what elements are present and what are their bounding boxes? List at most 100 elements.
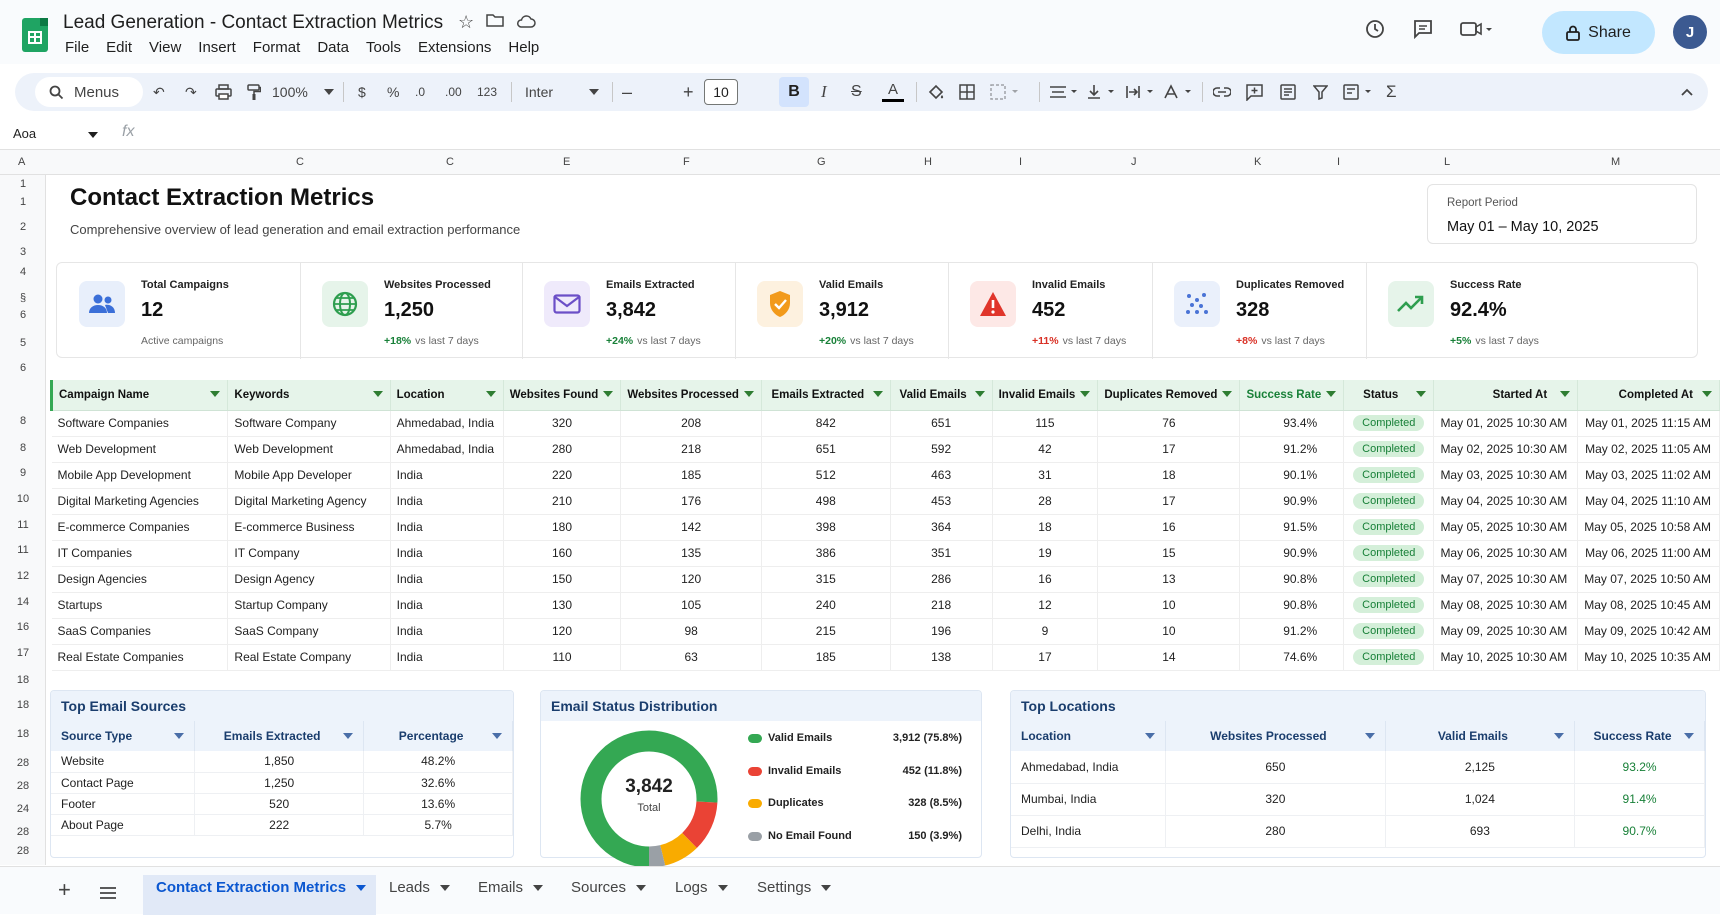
table-cell[interactable]: 48.2%	[363, 751, 513, 773]
table-cell[interactable]: SaaS Companies	[51, 618, 229, 645]
table-cell[interactable]: 220	[503, 462, 622, 489]
column-header-valid-emails[interactable]: Valid Emails	[1385, 721, 1576, 751]
table-cell[interactable]: 17	[992, 644, 1099, 671]
column-header-location[interactable]: Location	[390, 380, 504, 411]
list-item[interactable]: About Page 222 5.7%	[51, 814, 513, 836]
table-cell[interactable]: 63	[620, 644, 762, 671]
table-cell[interactable]: 90.8%	[1239, 592, 1345, 619]
table-cell[interactable]: 176	[620, 488, 762, 515]
table-cell[interactable]: 315	[761, 566, 891, 593]
table-row[interactable]: Startups Startup Company India 130 105 240 218…	[51, 592, 1720, 619]
tab-logs[interactable]: Logs	[675, 879, 728, 896]
table-cell[interactable]: 280	[503, 436, 622, 463]
table-cell[interactable]: May 10, 2025 10:30 AM	[1433, 644, 1579, 671]
table-cell[interactable]: 210	[503, 488, 622, 515]
undo-icon[interactable]: ↶	[153, 83, 165, 100]
table-cell[interactable]: 18	[1097, 462, 1241, 489]
table-cell[interactable]: 651	[761, 436, 891, 463]
table-cell[interactable]: 90.9%	[1239, 540, 1345, 567]
column-header[interactable]: I	[1337, 156, 1341, 168]
table-cell[interactable]: 218	[890, 592, 993, 619]
table-cell[interactable]: Completed	[1343, 592, 1435, 619]
share-button[interactable]: Share	[1542, 11, 1655, 54]
table-cell[interactable]: 10	[1097, 618, 1241, 645]
table-cell[interactable]: Completed	[1343, 514, 1435, 541]
column-header[interactable]: E	[563, 156, 571, 168]
table-cell[interactable]: 42	[992, 436, 1099, 463]
row-number[interactable]: 9	[19, 467, 27, 479]
column-header-websites-processed[interactable]: Websites Processed	[620, 380, 762, 411]
table-cell[interactable]: 651	[890, 410, 993, 437]
row-number[interactable]: 28	[16, 826, 30, 838]
table-row[interactable]: Digital Marketing Agencies Digital Market…	[51, 488, 1720, 515]
merge-cells-icon[interactable]	[990, 73, 1020, 111]
column-header-started-at[interactable]: Started At	[1433, 380, 1579, 411]
table-cell[interactable]: India	[390, 514, 504, 541]
row-number[interactable]: 16	[16, 621, 30, 633]
table-cell[interactable]: 160	[503, 540, 622, 567]
row-number[interactable]: 3	[19, 246, 27, 258]
table-cell[interactable]: 364	[890, 514, 993, 541]
table-cell[interactable]: Design Agency	[227, 566, 391, 593]
table-cell[interactable]: 1,850	[194, 751, 365, 773]
table-row[interactable]: Software Companies Software Company Ahmeda…	[51, 410, 1720, 437]
paint-format-icon[interactable]	[247, 73, 261, 111]
currency-format-button[interactable]: $	[358, 84, 366, 100]
vertical-align-icon[interactable]	[1086, 73, 1118, 111]
table-cell[interactable]: 592	[890, 436, 993, 463]
table-cell[interactable]: May 04, 2025 10:30 AM	[1433, 488, 1579, 515]
table-cell[interactable]: May 02, 2025 11:05 AM	[1577, 436, 1720, 463]
table-cell[interactable]: Mobile App Development	[51, 462, 229, 489]
menu-insert[interactable]: Insert	[198, 39, 236, 56]
sheets-logo-icon[interactable]	[22, 18, 48, 52]
table-cell[interactable]: India	[390, 566, 504, 593]
print-icon[interactable]	[215, 73, 232, 111]
row-number[interactable]: 8	[19, 415, 27, 427]
table-cell[interactable]: Completed	[1343, 566, 1435, 593]
table-cell[interactable]: Digital Marketing Agency	[227, 488, 391, 515]
table-cell[interactable]: Completed	[1343, 462, 1435, 489]
table-cell[interactable]: 120	[620, 566, 762, 593]
move-folder-icon[interactable]	[486, 12, 504, 33]
table-cell[interactable]: 351	[890, 540, 993, 567]
table-cell[interactable]: 280	[1165, 815, 1386, 848]
redo-icon[interactable]: ↷	[185, 83, 197, 100]
table-cell[interactable]: Ahmedabad, India	[1011, 751, 1167, 784]
row-number[interactable]: 4	[19, 266, 27, 278]
table-cell[interactable]: 28	[992, 488, 1099, 515]
tab-leads[interactable]: Leads	[389, 879, 450, 896]
table-cell[interactable]: E-commerce Business	[227, 514, 391, 541]
insert-link-icon[interactable]	[1213, 73, 1231, 111]
column-header-keywords[interactable]: Keywords	[227, 380, 391, 411]
table-cell[interactable]: 222	[194, 814, 365, 836]
table-row[interactable]: Web Development Web Development Ahmedabad,…	[51, 436, 1720, 463]
table-cell[interactable]: 16	[1097, 514, 1241, 541]
increase-font-size-button[interactable]: +	[683, 81, 694, 102]
row-number[interactable]: 17	[16, 647, 30, 659]
insert-chart-icon[interactable]	[1280, 73, 1296, 111]
menu-file[interactable]: File	[65, 39, 90, 56]
table-cell[interactable]: 93.2%	[1574, 751, 1705, 784]
star-icon[interactable]: ☆	[458, 12, 475, 32]
table-cell[interactable]: Software Company	[227, 410, 391, 437]
column-header-emails-extracted[interactable]: Emails Extracted	[761, 380, 891, 411]
table-cell[interactable]: 91.2%	[1239, 436, 1345, 463]
document-title[interactable]: Lead Generation - Contact Extraction Met…	[63, 12, 444, 33]
table-cell[interactable]: India	[390, 644, 504, 671]
table-cell[interactable]: 10	[1097, 592, 1241, 619]
menu-help[interactable]: Help	[508, 39, 540, 56]
table-cell[interactable]: May 04, 2025 11:10 AM	[1577, 488, 1720, 515]
table-row[interactable]: SaaS Companies SaaS Company India 120 98 215 1…	[51, 618, 1720, 645]
table-cell[interactable]: 386	[761, 540, 891, 567]
column-header-success-rate[interactable]: Success Rate	[1239, 380, 1345, 411]
table-cell[interactable]: 90.7%	[1574, 815, 1705, 848]
table-cell[interactable]: India	[390, 618, 504, 645]
horizontal-align-icon[interactable]	[1049, 73, 1081, 111]
table-cell[interactable]: 453	[890, 488, 993, 515]
name-box[interactable]: Aoa	[13, 126, 98, 141]
tab-settings[interactable]: Settings	[757, 879, 832, 896]
row-number[interactable]: 18	[16, 728, 30, 740]
table-cell[interactable]: May 08, 2025 10:30 AM	[1433, 592, 1579, 619]
column-header-valid-emails[interactable]: Valid Emails	[890, 380, 993, 411]
list-item[interactable]: Ahmedabad, India 650 2,125 93.2%	[1011, 751, 1705, 784]
